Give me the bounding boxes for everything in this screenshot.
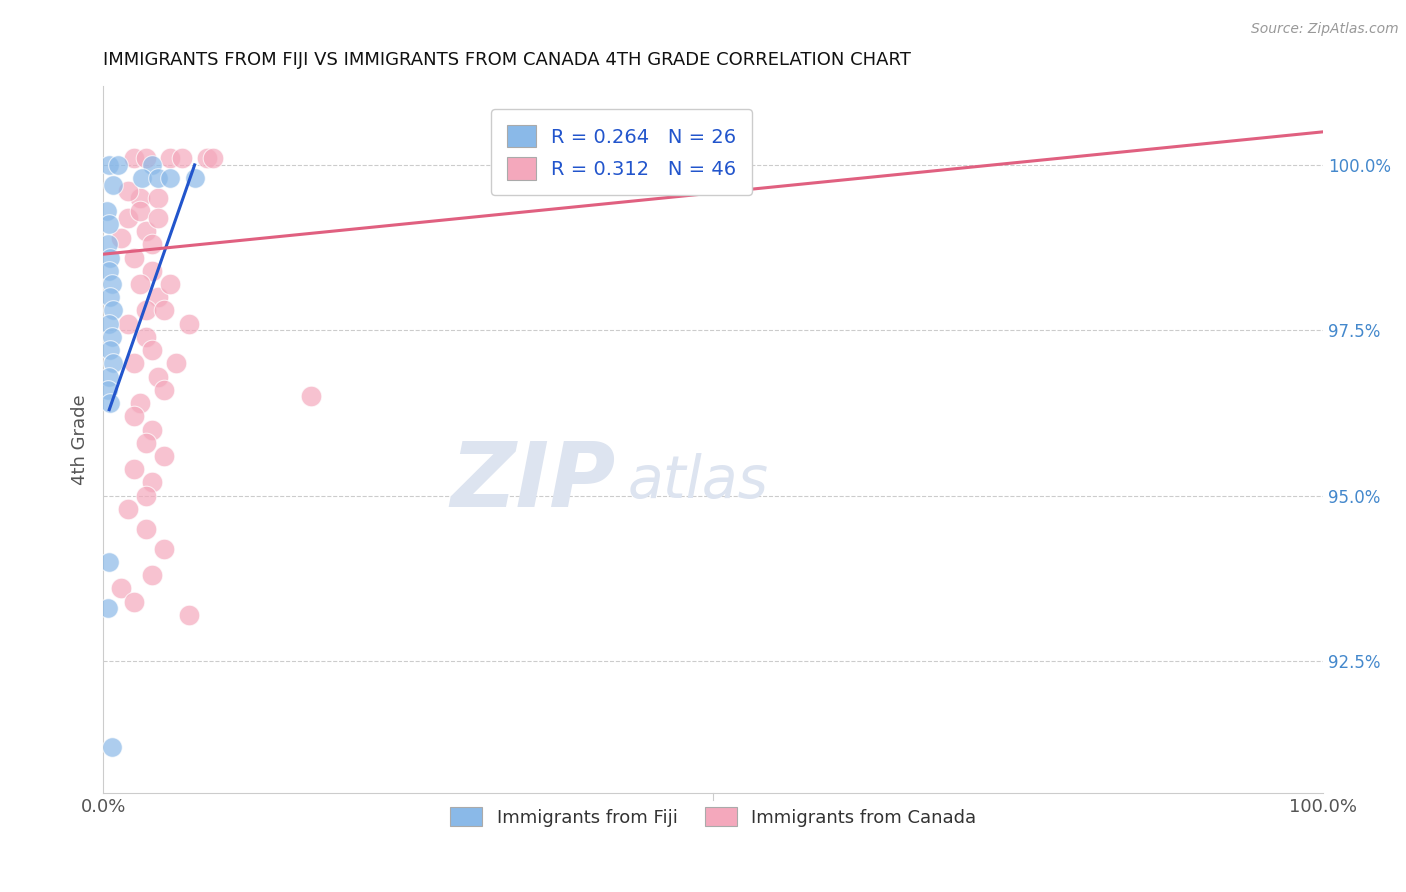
Point: [135, 435, 157, 450]
Point: [122, 356, 145, 370]
Point: [98, 369, 121, 384]
Point: [183, 171, 205, 186]
Point: [153, 541, 176, 556]
Point: [98, 264, 121, 278]
Point: [100, 739, 122, 754]
Point: [117, 185, 139, 199]
Text: atlas: atlas: [627, 453, 769, 510]
Point: [117, 211, 139, 225]
Point: [153, 383, 176, 397]
Point: [141, 423, 163, 437]
Point: [117, 317, 139, 331]
Text: IMMIGRANTS FROM FIJI VS IMMIGRANTS FROM CANADA 4TH GRADE CORRELATION CHART: IMMIGRANTS FROM FIJI VS IMMIGRANTS FROM …: [103, 51, 911, 69]
Point: [101, 178, 124, 192]
Point: [159, 171, 181, 186]
Point: [97, 237, 120, 252]
Point: [122, 594, 145, 608]
Point: [98, 317, 121, 331]
Text: Source: ZipAtlas.com: Source: ZipAtlas.com: [1251, 22, 1399, 37]
Point: [141, 264, 163, 278]
Point: [141, 475, 163, 490]
Text: ZIP: ZIP: [450, 438, 616, 526]
Point: [100, 396, 122, 410]
Point: [128, 204, 150, 219]
Point: [100, 277, 122, 291]
Point: [141, 343, 163, 358]
Point: [135, 522, 157, 536]
Point: [153, 303, 176, 318]
Point: [135, 330, 157, 344]
Legend: Immigrants from Fiji, Immigrants from Canada: Immigrants from Fiji, Immigrants from Ca…: [443, 800, 984, 834]
Point: [146, 171, 169, 186]
Point: [110, 582, 132, 596]
Point: [101, 356, 124, 370]
Point: [131, 171, 153, 186]
Point: [122, 462, 145, 476]
Point: [141, 237, 163, 252]
Point: [100, 330, 122, 344]
Point: [96, 204, 118, 219]
Point: [159, 277, 181, 291]
Point: [100, 343, 122, 358]
Y-axis label: 4th Grade: 4th Grade: [72, 394, 89, 484]
Point: [146, 211, 169, 225]
Point: [97, 383, 120, 397]
Point: [135, 224, 157, 238]
Point: [177, 317, 200, 331]
Point: [128, 277, 150, 291]
Point: [117, 502, 139, 516]
Point: [153, 449, 176, 463]
Point: [100, 290, 122, 304]
Point: [159, 151, 181, 165]
Point: [135, 151, 157, 165]
Point: [107, 158, 129, 172]
Point: [122, 251, 145, 265]
Point: [128, 191, 150, 205]
Point: [100, 251, 122, 265]
Point: [135, 489, 157, 503]
Point: [122, 409, 145, 424]
Point: [146, 369, 169, 384]
Point: [172, 151, 194, 165]
Point: [98, 218, 121, 232]
Point: [98, 555, 121, 569]
Point: [128, 396, 150, 410]
Point: [165, 356, 187, 370]
Point: [146, 290, 169, 304]
Point: [141, 568, 163, 582]
Point: [97, 601, 120, 615]
Point: [299, 389, 322, 403]
Point: [98, 158, 121, 172]
Point: [177, 607, 200, 622]
Point: [101, 303, 124, 318]
Point: [201, 151, 224, 165]
Point: [110, 230, 132, 244]
Point: [141, 158, 163, 172]
Point: [195, 151, 218, 165]
Point: [146, 191, 169, 205]
Point: [122, 151, 145, 165]
Point: [135, 303, 157, 318]
